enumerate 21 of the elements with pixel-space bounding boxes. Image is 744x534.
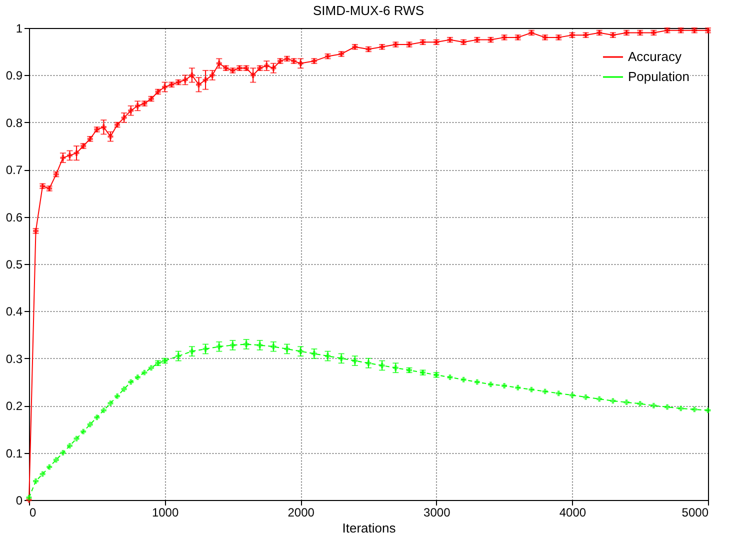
legend-label: Accuracy: [628, 49, 682, 64]
x-tick-label: 2000: [288, 506, 315, 520]
y-tick-label: 0.3: [6, 352, 23, 366]
x-tick-label: 1000: [152, 506, 179, 520]
y-tick-label: 0.8: [6, 116, 23, 130]
x-tick-label: 5000: [682, 506, 709, 520]
y-tick-label: 0.5: [6, 258, 23, 272]
legend-label: Population: [628, 69, 690, 84]
y-tick-label: 0.7: [6, 163, 23, 178]
y-tick-label: 0.1: [6, 446, 23, 460]
x-axis-title: Iterations: [342, 520, 396, 534]
y-tick-label: 0.2: [6, 399, 23, 414]
y-tick-label: 1: [16, 22, 23, 36]
x-tick-label: 0: [30, 506, 36, 520]
y-tick-label: 0.4: [6, 304, 23, 319]
x-tick-label: 3000: [424, 506, 451, 520]
y-tick-label: 0.6: [6, 210, 23, 224]
chart-title: SIMD-MUX-6 RWS: [313, 3, 424, 18]
y-tick-label: 0: [16, 494, 23, 508]
x-tick-label: 4000: [559, 506, 586, 520]
y-tick-label: 0.9: [6, 68, 23, 83]
